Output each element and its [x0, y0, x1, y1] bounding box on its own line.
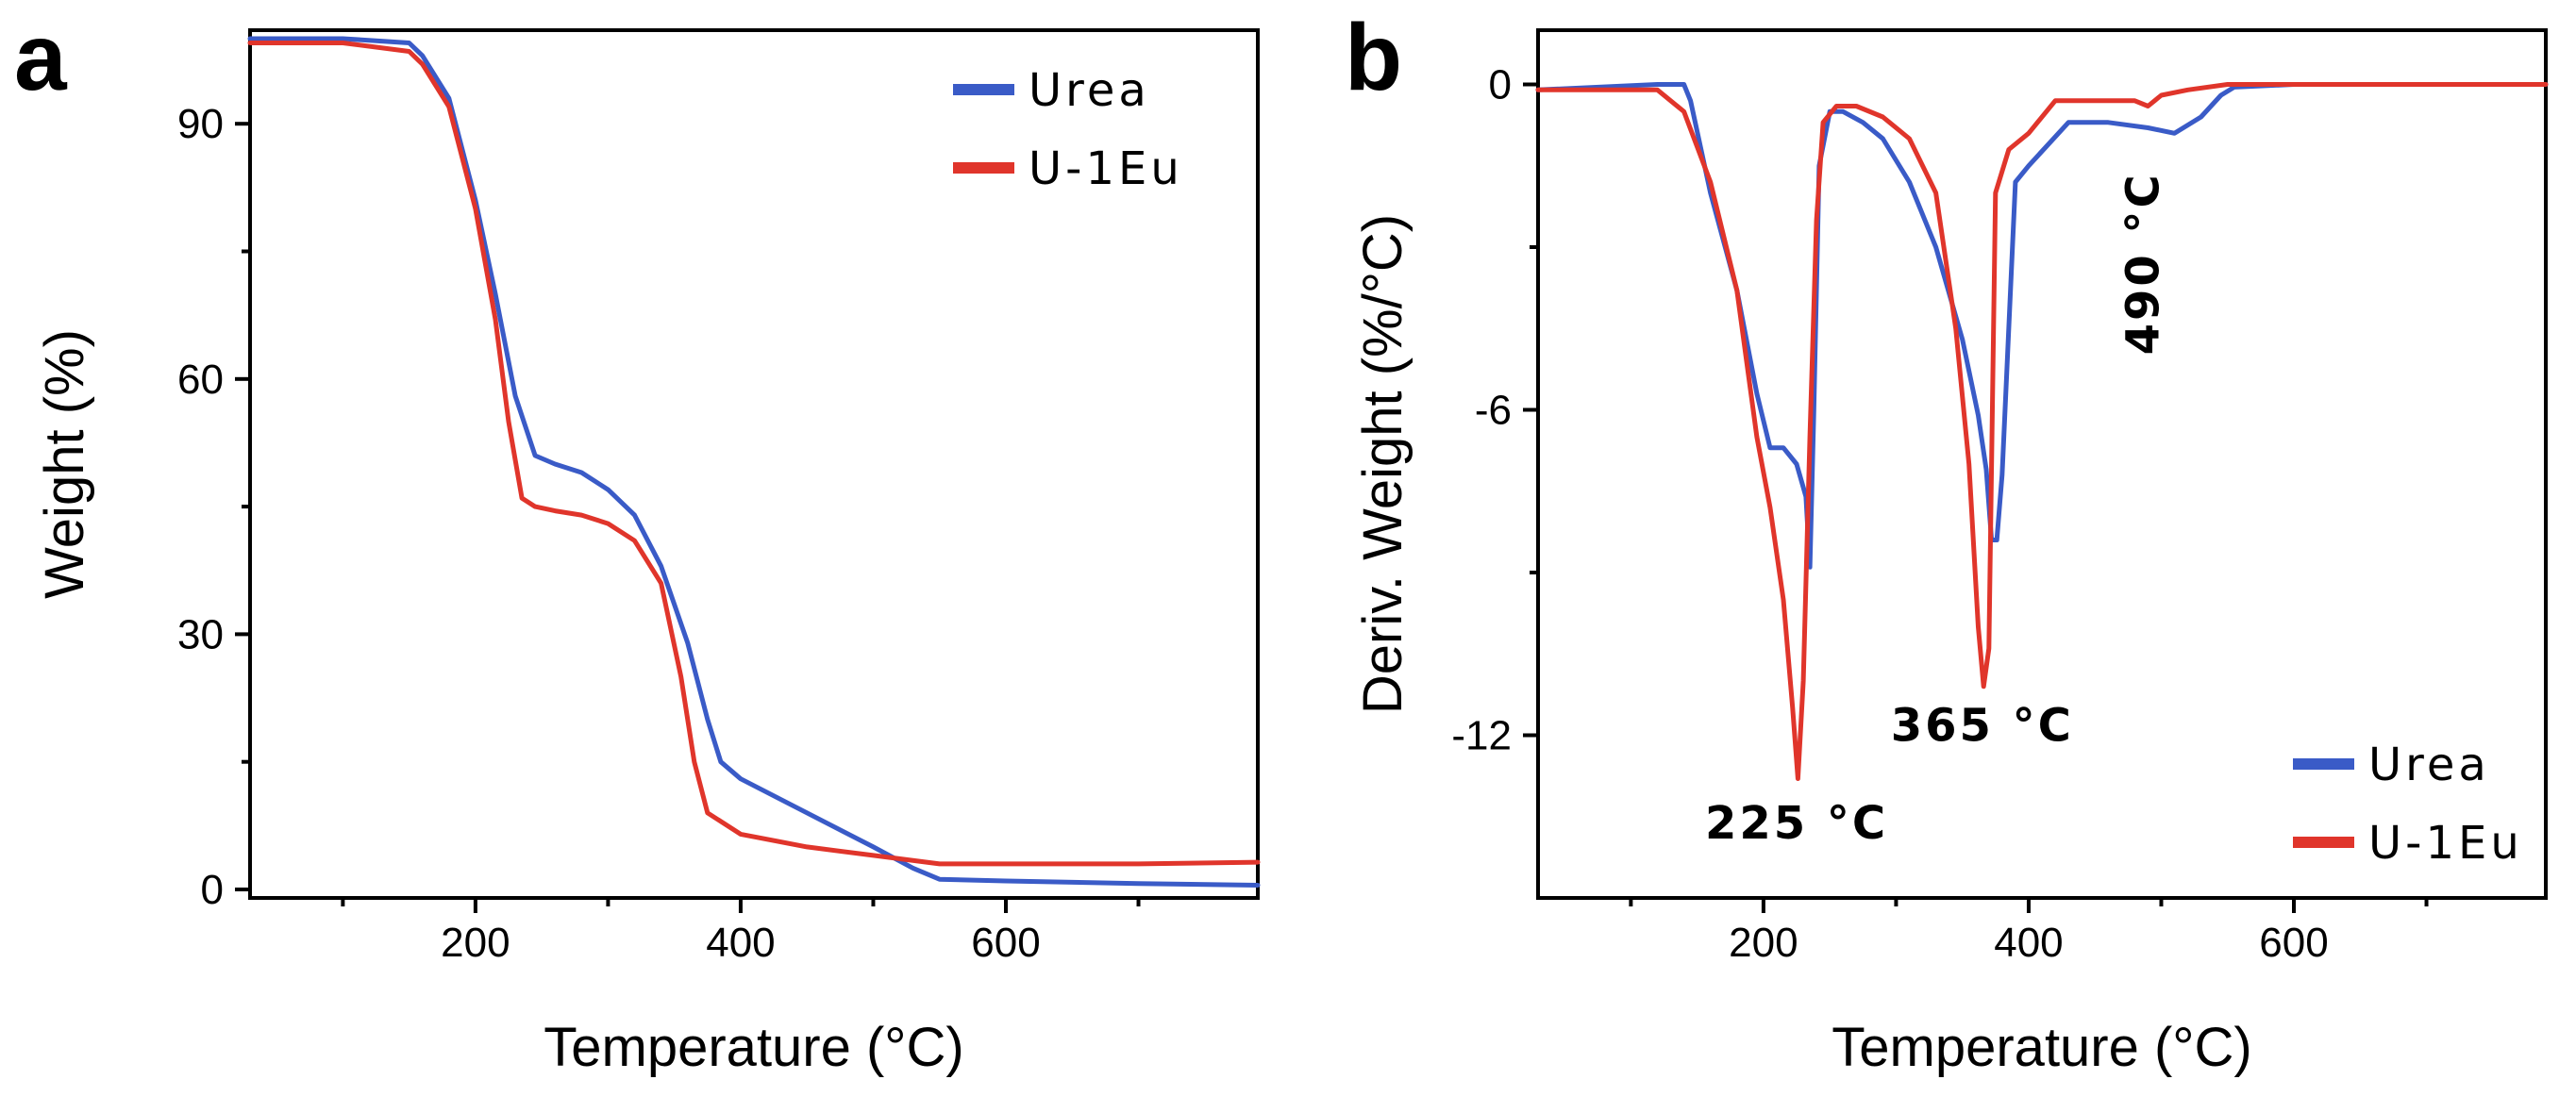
y-tick-label-90: 90 — [177, 101, 224, 147]
series-group-b — [1535, 82, 2549, 781]
legend-label-urea: Urea — [1029, 64, 1150, 117]
y-axis-title-b: Deriv. Weight (%/°C) — [1352, 214, 1413, 714]
x-tick-label-200: 200 — [1729, 920, 1798, 966]
panel-label-a: a — [14, 5, 68, 110]
series-line-u-1eu — [247, 41, 1261, 867]
x-tick-label-400: 400 — [706, 920, 775, 966]
x-axis-title-a: Temperature (°C) — [544, 1017, 963, 1078]
chart-panel-a: a 200 400 600 0 30 60 90 Urea U-1Eu Temperatu… — [14, 5, 1261, 1078]
chart-a-svg: a 200 400 600 0 30 60 90 Urea U-1Eu Temperatu… — [14, 5, 1261, 1078]
y-tick-label-30: 30 — [177, 611, 224, 657]
legend-b: Urea U-1Eu — [2293, 739, 2523, 870]
legend-a: Urea U-1Eu — [953, 64, 1183, 195]
x-tick-label-200: 200 — [441, 920, 510, 966]
y-ticks-b: 0 -6 -12 — [1451, 62, 1538, 759]
annotation-225c: 225 °C — [1705, 797, 1888, 850]
x-ticks-b: 200 400 600 — [1629, 898, 2429, 966]
series-group-a — [247, 36, 1261, 888]
series-line-u-1eu — [1535, 82, 2549, 781]
series-line-urea — [1535, 82, 2549, 570]
plot-frame-b — [1536, 28, 2548, 900]
y-axis-title-a: Weight (%) — [34, 329, 95, 599]
y-tick-label-0: 0 — [201, 867, 224, 913]
y-tick-label-0: 0 — [1489, 62, 1512, 108]
y-tick-label--6: -6 — [1475, 388, 1512, 434]
plot-frame-a — [248, 28, 1260, 900]
x-tick-label-600: 600 — [2259, 920, 2328, 966]
x-ticks-a: 200 400 600 — [341, 898, 1141, 966]
series-line-urea — [247, 36, 1261, 888]
chart-panel-b: b 200 400 600 0 -6 -12 225 °C 365 °C 490 °C Ur… — [1288, 0, 2576, 1113]
y-ticks-a: 0 30 60 90 — [177, 101, 250, 913]
legend-label-u-1eu: U-1Eu — [1029, 142, 1183, 195]
legend-label-u-1eu: U-1Eu — [2368, 817, 2523, 870]
panel-label-b: b — [1345, 5, 1402, 110]
x-axis-title-b: Temperature (°C) — [1832, 1017, 2251, 1078]
y-tick-label--12: -12 — [1451, 713, 1512, 759]
x-tick-label-600: 600 — [971, 920, 1040, 966]
legend-label-urea: Urea — [2368, 739, 2490, 791]
annotation-365c: 365 °C — [1891, 699, 2074, 752]
annotation-490c: 490 °C — [2117, 172, 2170, 355]
y-tick-label-60: 60 — [177, 357, 224, 403]
x-tick-label-400: 400 — [1994, 920, 2063, 966]
